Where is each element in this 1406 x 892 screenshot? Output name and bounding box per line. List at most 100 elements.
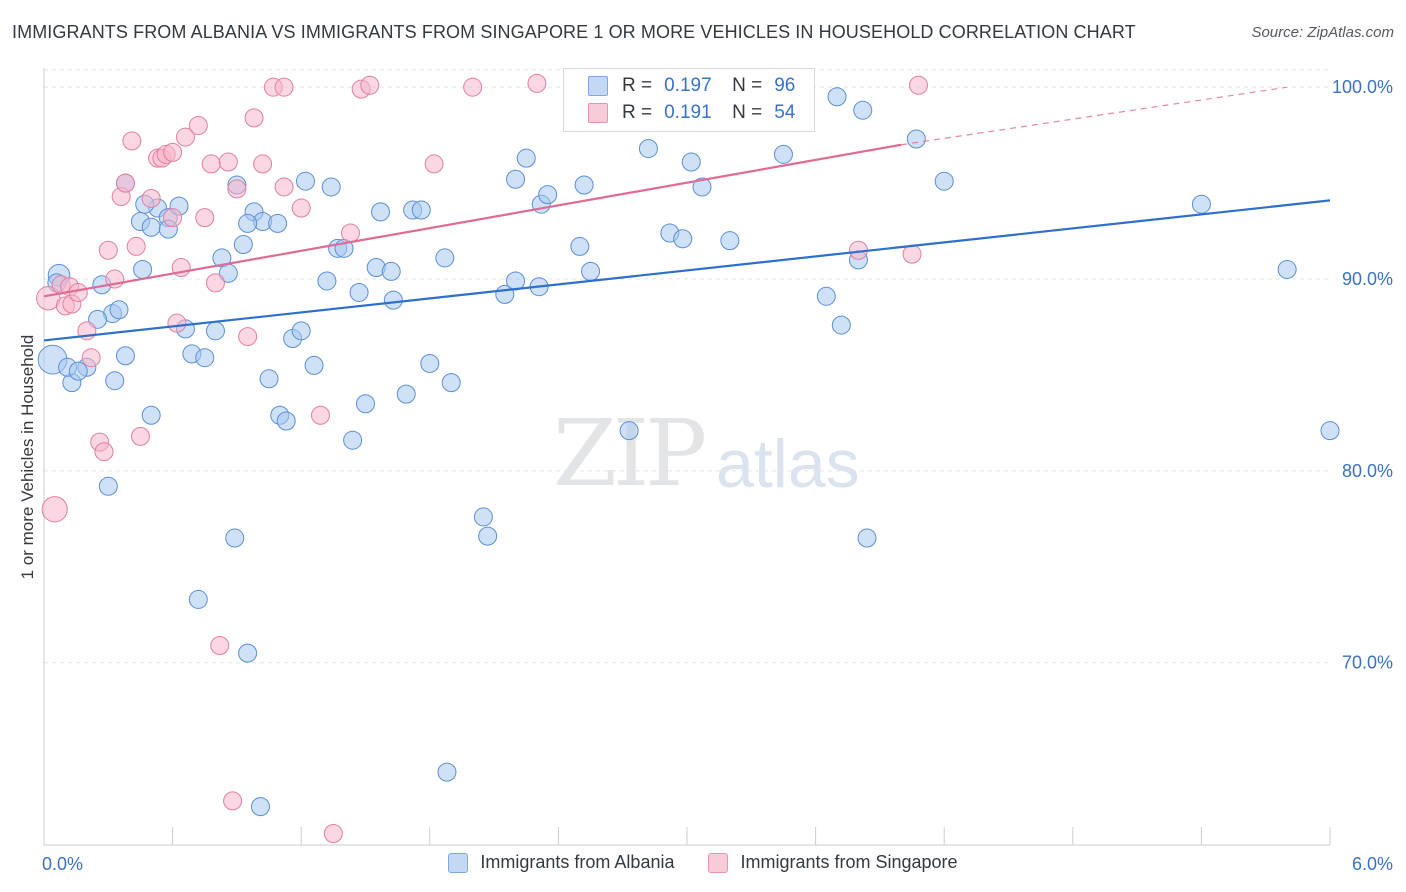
series-legend-singapore[interactable]: Immigrants from Singapore [708, 852, 958, 873]
albania-point [506, 271, 526, 291]
albania-point [133, 259, 153, 279]
albania-point [276, 411, 296, 431]
albania-point [692, 177, 712, 197]
series-swatch-singapore [708, 852, 729, 873]
albania-point [435, 248, 455, 268]
albania-point [291, 321, 311, 341]
singapore-point [323, 823, 343, 843]
legend-r-value: 0.197 [664, 75, 712, 96]
legend-r-label: R = [622, 75, 653, 96]
legend-r-value: 0.191 [664, 102, 712, 123]
albania-point [381, 261, 401, 281]
watermark-atlas: atlas [716, 426, 860, 502]
albania-point [816, 286, 836, 306]
series-label-singapore: Immigrants from Singapore [740, 852, 958, 872]
albania-point [538, 185, 558, 205]
singapore-point [274, 177, 294, 197]
singapore-point [175, 127, 195, 147]
singapore-point [218, 152, 238, 172]
albania-point [250, 797, 270, 817]
albania-point [349, 282, 369, 302]
albania-point [268, 213, 288, 233]
albania-point [238, 213, 258, 233]
singapore-point [98, 240, 118, 260]
albania-point [1320, 421, 1340, 441]
albania-point [343, 430, 363, 450]
tick-labels: 100.0% 90.0% 80.0% 70.0% 0.0% 6.0% [42, 77, 1393, 874]
singapore-point [310, 405, 330, 425]
y-axis-label: 1 or more Vehicles in Household [18, 334, 37, 580]
albania-point [396, 384, 416, 404]
legend-n-value: 96 [774, 75, 796, 96]
singapore-trend-extension [901, 86, 1288, 146]
albania-point [1277, 259, 1297, 279]
albania-point [98, 476, 118, 496]
legend-row-singapore: R = 0.191 N = 54 [588, 101, 795, 125]
singapore-point [126, 236, 146, 256]
singapore-point [188, 116, 208, 136]
series-legend: Immigrants from Albania Immigrants from … [0, 852, 1406, 873]
singapore-point [163, 142, 183, 162]
legend-n-value: 54 [774, 102, 796, 123]
albania-point [906, 129, 926, 149]
legend-n-label: N = [732, 102, 763, 123]
albania-point [141, 217, 161, 237]
albania-point [827, 87, 847, 107]
stats-legend: R = 0.197 N = 96 R = 0.191 N = 54 [563, 68, 815, 132]
trend-lines [43, 86, 1331, 342]
albania-point [238, 643, 258, 663]
albania-point [105, 371, 125, 391]
singapore-point [527, 73, 547, 93]
albania-trend-line [43, 199, 1331, 342]
singapore-point [274, 77, 294, 97]
albania-points [37, 87, 1340, 817]
albania-point [441, 373, 461, 393]
singapore-point [195, 208, 215, 228]
x-tick-label: 0.0% [42, 854, 83, 874]
singapore-point [424, 154, 444, 174]
albania-point [619, 421, 639, 441]
singapore-point [122, 131, 142, 151]
source-label: Source: ZipAtlas.com [1251, 24, 1394, 41]
singapore-point [238, 327, 258, 347]
albania-point [420, 353, 440, 373]
albania-point [68, 361, 88, 381]
albania-point [570, 236, 590, 256]
albania-point [225, 528, 245, 548]
chart-title: IMMIGRANTS FROM ALBANIA VS IMMIGRANTS FR… [12, 22, 1136, 42]
albania-point [574, 175, 594, 195]
singapore-point [41, 496, 68, 523]
albania-point [773, 144, 793, 164]
singapore-point [163, 208, 183, 228]
axes [43, 68, 1331, 846]
albania-point [371, 202, 391, 222]
x-tick-label: 6.0% [1352, 854, 1393, 874]
watermark-zip: ZIP [553, 400, 707, 507]
singapore-point [130, 426, 150, 446]
albania-point [437, 762, 457, 782]
albania-point [356, 394, 375, 414]
singapore-point [201, 154, 221, 174]
series-legend-albania[interactable]: Immigrants from Albania [448, 852, 674, 873]
legend-row-albania: R = 0.197 N = 96 [588, 74, 795, 98]
albania-point [681, 152, 701, 172]
albania-point [857, 528, 877, 548]
albania-point [195, 348, 215, 368]
y-tick-label: 70.0% [1342, 653, 1393, 673]
albania-point [321, 177, 341, 197]
legend-swatch-albania [588, 76, 608, 96]
singapore-point [94, 442, 114, 462]
albania-point [411, 200, 431, 220]
singapore-point [167, 313, 187, 333]
singapore-point [115, 173, 135, 193]
singapore-point [463, 77, 483, 97]
singapore-points [36, 68, 928, 843]
albania-point [720, 231, 740, 251]
albania-point [304, 355, 324, 375]
singapore-point [360, 75, 380, 95]
albania-point [831, 315, 851, 335]
singapore-point [291, 198, 311, 218]
singapore-point [210, 635, 230, 655]
albania-point [233, 235, 253, 255]
